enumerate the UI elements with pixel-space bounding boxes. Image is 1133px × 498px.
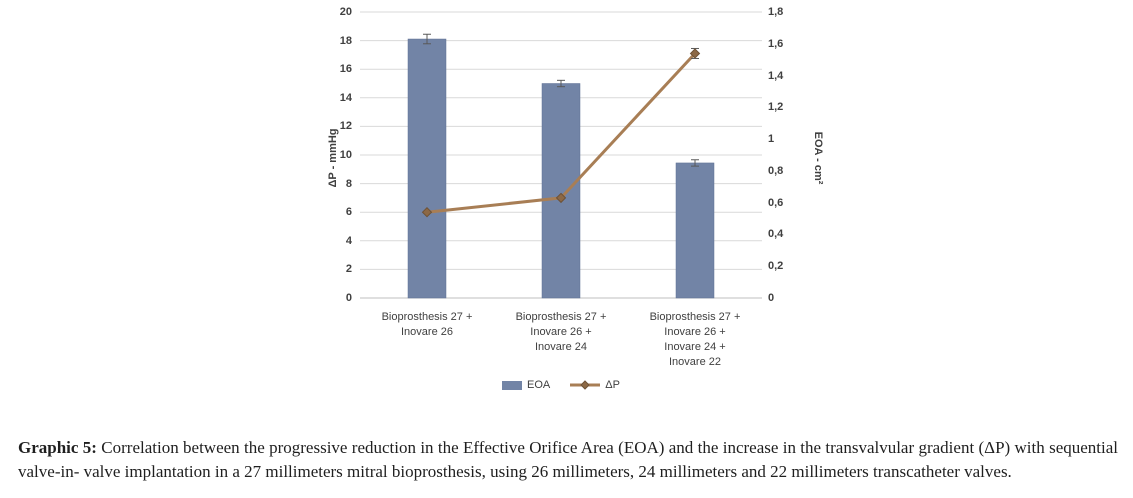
- right-axis-tick: 1,8: [768, 6, 784, 18]
- dp-marker-icon: [421, 206, 433, 218]
- right-axis-tick: 1,6: [768, 37, 784, 50]
- bar-eoa: [675, 162, 715, 299]
- eoa-swatch-icon: [502, 380, 523, 390]
- figure-caption: Graphic 5: Correlation between the progr…: [18, 436, 1118, 484]
- plot-area: [360, 11, 762, 299]
- left-axis-tick: 16: [339, 63, 352, 76]
- left-axis-ticks: 20 18 16 14 12 10 8 6 4 2 0: [300, 6, 352, 304]
- dp-marker-icon: [689, 48, 701, 59]
- dp-marker-icon: [555, 192, 567, 204]
- left-axis-tick: 14: [339, 91, 352, 104]
- right-axis-tick: 0: [768, 292, 775, 304]
- legend-label: EOA: [527, 379, 551, 391]
- left-axis-tick: 8: [345, 177, 352, 190]
- legend-item-dp: ΔP: [570, 379, 620, 391]
- dp-line-icon: [570, 380, 601, 390]
- bar-eoa: [407, 38, 447, 299]
- left-axis-tick: 18: [339, 34, 352, 47]
- left-axis-title: ΔP - mmHg: [327, 128, 339, 188]
- right-axis-title: EOA - cm²: [812, 131, 824, 185]
- category-label: Bioprosthesis 27 + Inovare 26: [381, 311, 473, 338]
- legend: EOA ΔP: [360, 379, 762, 391]
- category-axis: Bioprosthesis 27 + Inovare 26 Bioprosthesi…: [360, 310, 762, 376]
- caption-label: Graphic 5:: [18, 438, 97, 457]
- right-axis-tick: 0,8: [768, 164, 784, 177]
- category-label: Bioprosthesis 27 + Inovare 26 + Inovare 24…: [649, 311, 741, 368]
- bar-eoa: [541, 83, 581, 299]
- right-axis-tick: 1,4: [768, 69, 784, 82]
- left-axis-tick: 10: [339, 149, 352, 161]
- right-axis-tick: 0,6: [768, 196, 784, 209]
- legend-label: ΔP: [605, 379, 620, 391]
- right-axis-tick: 0,4: [768, 228, 784, 241]
- left-axis-tick: 20: [339, 6, 352, 18]
- right-axis-ticks: 1,8 1,6 1,4 1,2 1 0,8 0,6 0,4 0,2 0: [768, 6, 818, 304]
- right-axis-tick: 0,2: [768, 260, 784, 273]
- right-axis-tick: 1,2: [768, 101, 784, 114]
- left-axis-tick: 4: [345, 234, 352, 247]
- caption-text: Correlation between the progressive redu…: [18, 438, 1119, 482]
- category-label: Bioprosthesis 27 + Inovare 26 + Inovare 24: [515, 311, 607, 353]
- left-axis-tick: 0: [345, 292, 352, 304]
- right-axis-tick: 1: [768, 133, 775, 146]
- legend-item-eoa: EOA: [502, 379, 550, 391]
- left-axis-tick: 12: [339, 120, 352, 133]
- left-axis-tick: 2: [345, 263, 352, 276]
- left-axis-tick: 6: [345, 206, 352, 219]
